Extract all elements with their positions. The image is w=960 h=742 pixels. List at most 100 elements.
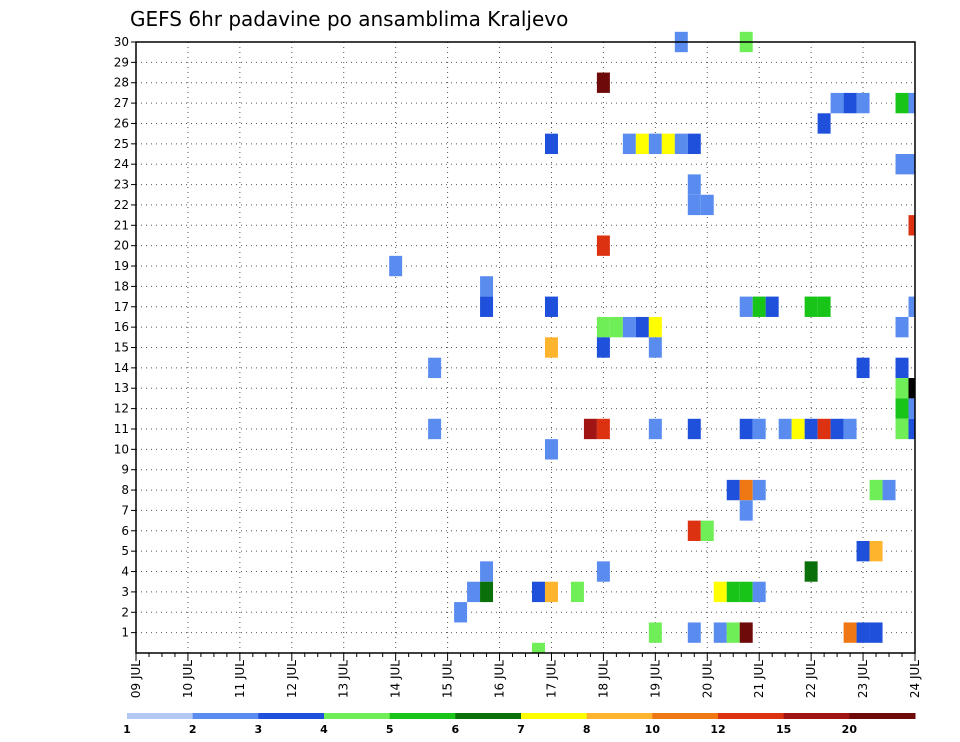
heatmap-cell bbox=[544, 296, 558, 317]
y-tick-label: 13 bbox=[114, 381, 129, 395]
y-tick-label: 9 bbox=[121, 463, 129, 477]
heatmap-cell bbox=[428, 418, 442, 440]
heatmap-cell bbox=[856, 540, 870, 562]
x-tick-label: 19 JUL bbox=[648, 660, 662, 698]
heatmap-cell bbox=[687, 520, 701, 541]
y-tick-label: 19 bbox=[114, 259, 129, 273]
y-tick-label: 18 bbox=[114, 279, 129, 293]
heatmap-cell bbox=[739, 296, 753, 317]
heatmap-cell bbox=[895, 316, 909, 338]
heatmap-cell bbox=[648, 316, 662, 338]
heatmap-cell bbox=[882, 479, 896, 501]
legend-label: 10 bbox=[645, 723, 661, 736]
heatmap-cell bbox=[713, 622, 727, 643]
heatmap-cell bbox=[480, 581, 494, 603]
heatmap-cell bbox=[596, 418, 610, 440]
heatmap-cell bbox=[726, 581, 740, 603]
heatmap-cell bbox=[739, 418, 753, 440]
heatmap-cell bbox=[908, 296, 915, 317]
heatmap-cell bbox=[480, 296, 494, 317]
heatmap-cells bbox=[389, 31, 915, 653]
heatmap-cell bbox=[804, 561, 818, 582]
legend-swatch bbox=[389, 713, 456, 719]
heatmap-cell bbox=[908, 154, 915, 175]
x-tick-label: 17 JUL bbox=[544, 660, 558, 698]
legend-label: 4 bbox=[320, 723, 328, 736]
heatmap-cell bbox=[583, 418, 597, 440]
legend-label: 8 bbox=[583, 723, 591, 736]
heatmap-cell bbox=[856, 357, 870, 379]
x-tick-label: 12 JUL bbox=[285, 660, 299, 698]
heatmap-cell bbox=[544, 439, 558, 460]
legend-swatch bbox=[586, 713, 653, 719]
heatmap-cell bbox=[648, 622, 662, 643]
legend-swatch bbox=[783, 713, 850, 719]
x-tick-label: 22 JUL bbox=[804, 660, 818, 698]
heatmap-cell bbox=[648, 418, 662, 440]
y-tick-label: 6 bbox=[121, 524, 129, 538]
heatmap-cell bbox=[908, 378, 915, 399]
y-tick-label: 2 bbox=[121, 605, 129, 619]
y-tick-label: 24 bbox=[114, 157, 129, 171]
heatmap-cell bbox=[804, 418, 818, 440]
heatmap-cell bbox=[856, 92, 870, 114]
legend-swatch bbox=[718, 713, 785, 719]
heatmap-cell bbox=[791, 418, 805, 440]
heatmap-cell bbox=[804, 296, 818, 317]
heatmap-cell bbox=[596, 72, 610, 93]
legend-swatch bbox=[652, 713, 719, 719]
legend-swatch bbox=[127, 713, 194, 719]
heatmap-cell bbox=[895, 418, 909, 440]
legend-label: 1 bbox=[123, 723, 131, 736]
x-tick-label: 14 JUL bbox=[389, 660, 403, 698]
y-tick-label: 20 bbox=[114, 239, 129, 253]
heatmap-cell bbox=[843, 92, 857, 114]
heatmap-cell bbox=[817, 113, 831, 134]
heatmap-cell bbox=[700, 194, 714, 216]
y-tick-label: 8 bbox=[121, 483, 129, 497]
y-axis: 1234567891011121314151617181920212223242… bbox=[114, 35, 136, 640]
y-tick-label: 28 bbox=[114, 76, 129, 90]
y-tick-label: 15 bbox=[114, 341, 129, 355]
heatmap-cell bbox=[467, 581, 481, 603]
y-tick-label: 5 bbox=[121, 544, 129, 558]
heatmap-cell bbox=[778, 418, 792, 440]
heatmap-cell bbox=[596, 337, 610, 358]
legend-label: 20 bbox=[842, 723, 858, 736]
y-tick-label: 12 bbox=[114, 402, 129, 416]
heatmap-cell bbox=[869, 622, 883, 643]
legend-label: 6 bbox=[452, 723, 460, 736]
heatmap-cell bbox=[752, 296, 766, 317]
heatmap-cell bbox=[687, 194, 701, 216]
heatmap-cell bbox=[635, 316, 649, 338]
heatmap-cell bbox=[544, 337, 558, 358]
heatmap-cell bbox=[739, 500, 753, 521]
y-tick-label: 23 bbox=[114, 178, 129, 192]
legend-swatch bbox=[258, 713, 325, 719]
heatmap-cell bbox=[428, 357, 442, 379]
heatmap-cell bbox=[687, 133, 701, 155]
heatmap-cell bbox=[752, 581, 766, 603]
heatmap-cell bbox=[687, 418, 701, 440]
heatmap-cell bbox=[648, 337, 662, 358]
heatmap-cell bbox=[674, 133, 688, 155]
y-tick-label: 17 bbox=[114, 300, 129, 314]
heatmap-cell bbox=[480, 561, 494, 582]
legend-label: 15 bbox=[776, 723, 791, 736]
x-tick-label: 15 JUL bbox=[441, 660, 455, 698]
heatmap-cell bbox=[895, 357, 909, 379]
y-tick-label: 16 bbox=[114, 320, 129, 334]
heatmap-cell bbox=[531, 581, 545, 603]
heatmap-cell bbox=[752, 418, 766, 440]
x-tick-label: 09 JUL bbox=[129, 660, 143, 698]
heatmap-cell bbox=[739, 581, 753, 603]
heatmap-cell bbox=[895, 154, 909, 175]
legend-label: 5 bbox=[386, 723, 394, 736]
y-tick-label: 22 bbox=[114, 198, 129, 212]
legend-label: 2 bbox=[189, 723, 197, 736]
heatmap-cell bbox=[908, 215, 915, 236]
x-tick-label: 24 JUL bbox=[908, 660, 922, 698]
heatmap-cell bbox=[700, 520, 714, 541]
heatmap-cell bbox=[713, 581, 727, 603]
legend-label: 12 bbox=[710, 723, 725, 736]
